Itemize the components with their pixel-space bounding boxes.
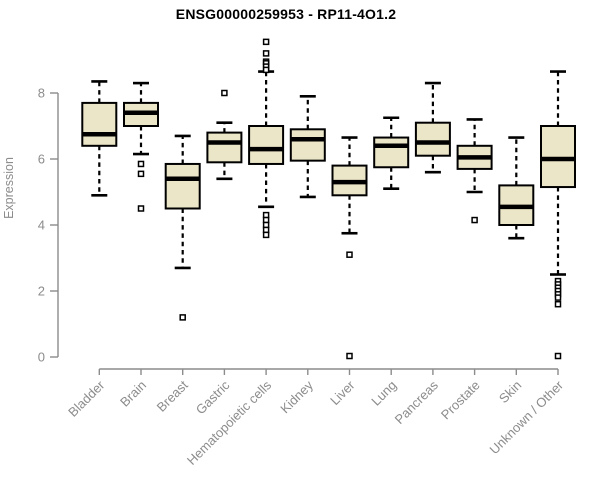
outlier-liver: [346, 251, 353, 258]
box-unknown-other: [540, 125, 576, 189]
outlier-unknown-other: [554, 300, 562, 308]
y-axis-title: Expression: [2, 157, 16, 219]
box-gastric: [206, 131, 243, 164]
outlier-brain: [137, 205, 145, 212]
x-tick-label-skin: Skin: [496, 378, 524, 406]
box-pancreas: [414, 121, 451, 157]
outlier-gastric: [221, 89, 228, 97]
x-tick-label-kidney: Kidney: [277, 377, 316, 416]
box-kidney: [289, 128, 326, 162]
y-tick-label: 2: [38, 284, 45, 299]
x-tick-label-liver: Liver: [327, 377, 358, 408]
y-tick-label: 4: [38, 218, 45, 233]
x-tick-label-prostate: Prostate: [438, 378, 483, 423]
box-breast: [164, 162, 201, 210]
box-bladder: [81, 101, 118, 147]
outlier-prostate: [471, 216, 478, 224]
x-tick-label-breast: Breast: [154, 377, 191, 414]
x-tick-label-brain: Brain: [117, 378, 149, 410]
y-tick-label: 0: [38, 350, 45, 365]
x-tick-label-unknown-other: Unknown / Other: [487, 377, 567, 457]
outlier-hematopoietic-cells: [262, 50, 270, 57]
outlier-hematopoietic-cells: [262, 66, 270, 74]
box-hematopoietic-cells: [248, 125, 285, 165]
outlier-liver: [346, 352, 353, 360]
outlier-breast: [179, 314, 186, 321]
outlier-brain: [137, 160, 145, 168]
outlier-unknown-other: [554, 294, 562, 301]
x-tick-label-bladder: Bladder: [65, 377, 108, 420]
outlier-hematopoietic-cells: [262, 231, 270, 239]
outlier-brain: [137, 170, 145, 178]
x-tick-label-pancreas: Pancreas: [392, 377, 442, 427]
chart-title: ENSG00000259953 - RP11-4O1.2: [175, 6, 397, 22]
x-tick-label-gastric: Gastric: [193, 377, 233, 417]
x-tick-label-lung: Lung: [368, 378, 399, 409]
outlier-hematopoietic-cells: [262, 38, 270, 46]
box-lung: [373, 136, 410, 169]
y-tick-label: 8: [38, 86, 45, 101]
outlier-unknown-other: [554, 352, 562, 360]
y-tick-label: 6: [38, 152, 45, 167]
